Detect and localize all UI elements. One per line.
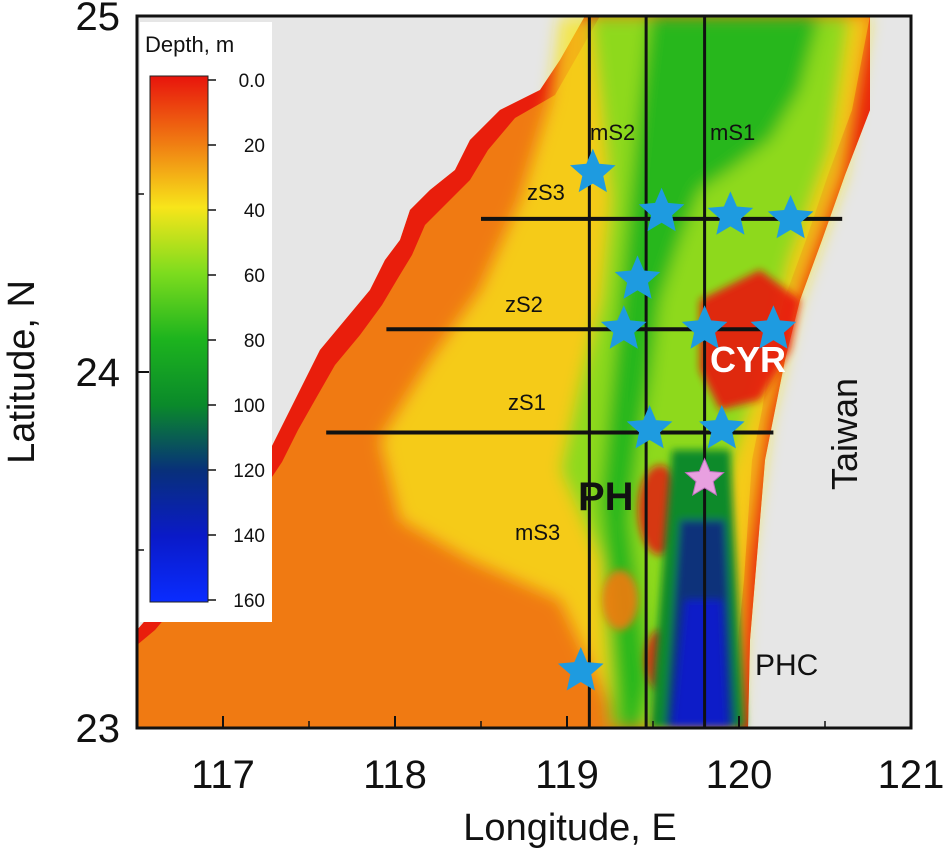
colorbar-tick-label: 100 [233, 396, 265, 417]
station-star [681, 305, 728, 349]
x-tick-label: 119 [535, 753, 599, 797]
label-mS2: mS2 [590, 120, 635, 145]
label-phc: PHC [755, 649, 818, 682]
x-tick-label: 117 [191, 753, 255, 797]
station-star [570, 148, 616, 193]
label-taiwan: Taiwan [824, 378, 865, 490]
colorbar-tick-label: 120 [233, 461, 265, 482]
penghu-channel-trough [650, 450, 745, 728]
y-axis-label: Latitude, N [1, 280, 43, 464]
label-zS2: zS2 [505, 292, 543, 317]
label-zS3: zS3 [527, 180, 565, 205]
y-tick-label: 24 [76, 351, 121, 395]
colorbar-gradient [149, 75, 209, 603]
y-tick-label: 23 [76, 707, 121, 751]
colorbar-tick-label: 40 [244, 201, 265, 222]
x-tick-label: 120 [706, 753, 773, 797]
station-star [614, 255, 661, 299]
x-tick-label: 121 [878, 753, 945, 797]
label-mS1: mS1 [710, 120, 755, 145]
label-zS1: zS1 [508, 390, 546, 415]
axis-ticks: 117 118 119 120 121 23 24 25 [76, 0, 945, 797]
colorbar-tick-label: 20 [244, 136, 265, 157]
colorbar-tick-label: 60 [244, 266, 265, 287]
label-ph: PH [578, 475, 634, 519]
station-star [626, 405, 673, 449]
station-star [767, 194, 814, 239]
station-star-pink [684, 457, 725, 497]
colorbar-tick-label: 0.0 [239, 71, 265, 92]
colorbar-title: Depth, m [145, 32, 234, 57]
station-star [707, 191, 754, 235]
colorbar: Depth, m 0.0 20 40 60 80 100 120 140 160 [140, 22, 272, 622]
station-star [699, 405, 745, 449]
y-tick-label: 25 [76, 0, 121, 39]
colorbar-tick-label: 80 [244, 331, 265, 352]
x-tick-label: 118 [363, 753, 427, 797]
station-star [638, 187, 685, 232]
cyr-shoal [700, 270, 800, 410]
colorbar-tick-label: 160 [233, 591, 265, 612]
station-star [750, 305, 797, 349]
colorbar-ticks: 0.0 20 40 60 80 100 120 140 160 [208, 71, 265, 612]
x-axis-label: Longitude, E [463, 807, 676, 849]
colorbar-tick-label: 140 [233, 526, 265, 547]
stations-group [557, 148, 814, 691]
station-star [600, 305, 647, 349]
label-mS3: mS3 [515, 520, 560, 545]
station-star [557, 647, 604, 691]
label-cyr: CYR [710, 339, 786, 380]
taiwan-land [748, 16, 911, 728]
